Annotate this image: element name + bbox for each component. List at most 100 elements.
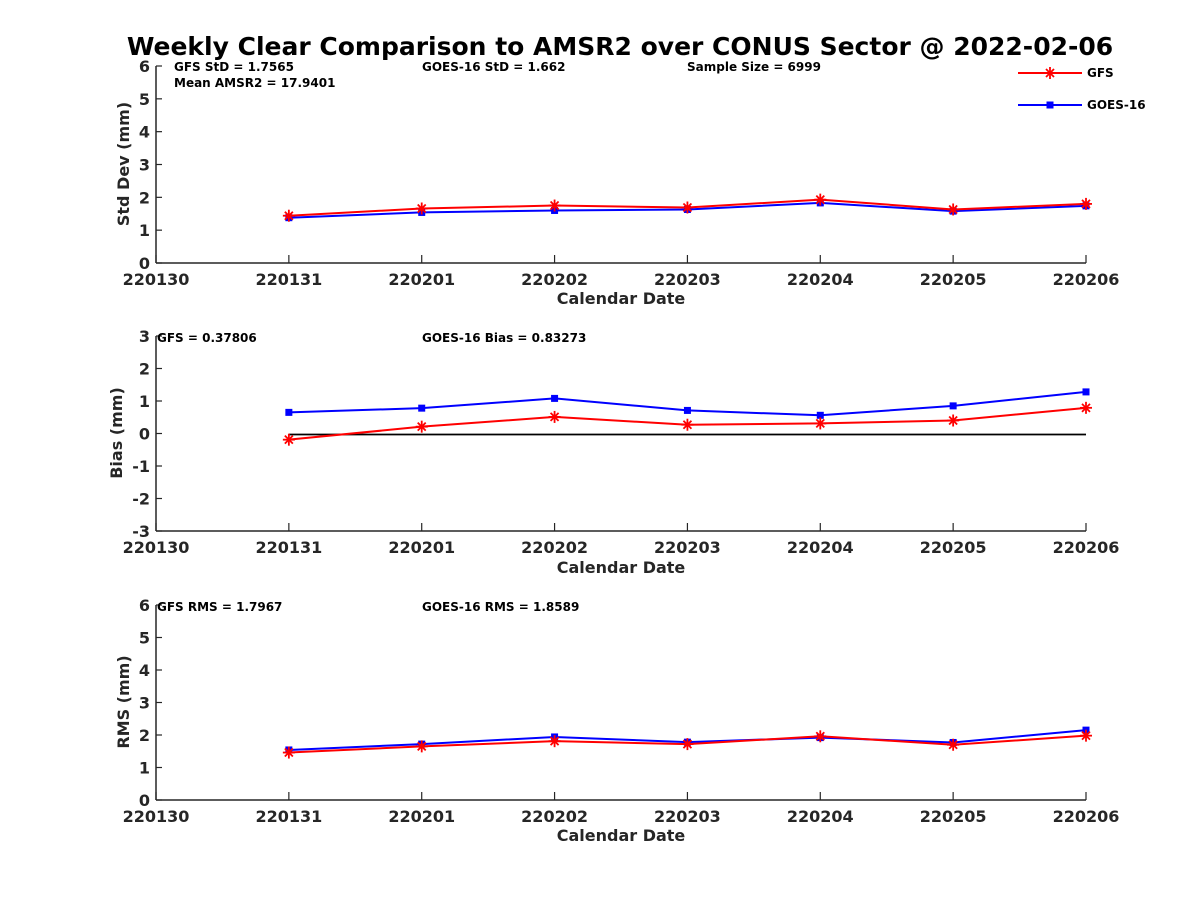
rms-y-label: RMS (mm) [114,655,133,748]
bias-gfs-point [681,418,694,431]
rms-gfs-point [681,738,694,751]
rms-y-tick-label: 6 [139,596,150,615]
bias-x-tick-label: 220205 [920,538,987,557]
bias-gfs-point [548,410,561,423]
goes-std-annotation: GOES-16 StD = 1.662 [422,60,565,74]
bias-y-tick-label: 1 [139,392,150,411]
rms-y-tick-label: 5 [139,629,150,648]
bias-goes-16-point [285,408,293,416]
std-dev-x-tick-label: 220131 [255,270,322,289]
rms-gfs-point [1080,729,1092,742]
std-dev-x-tick-label: 220203 [654,270,721,289]
rms-x-tick-label: 220131 [255,807,322,826]
rms-plot-area [282,726,1092,759]
legend: GFS GOES-16 [1018,66,1146,112]
bias-goes-16-point [418,404,426,412]
bias-x-label: Calendar Date [557,558,686,577]
bias-y-label: Bias (mm) [107,387,126,479]
goes-bias-annotation: GOES-16 Bias = 0.83273 [422,331,586,345]
std-dev-y-tick-label: 5 [139,90,150,109]
std-dev-gfs-point [1080,197,1092,210]
sample-size-annotation: Sample Size = 6999 [687,60,821,74]
legend-goes-label: GOES-16 [1087,98,1146,112]
std-dev-x-tick-label: 220201 [388,270,455,289]
rms-x-tick-label: 220201 [388,807,455,826]
std-dev-y-ticks: 0 1 2 3 4 5 6 [139,57,162,273]
bias-gfs-point [282,433,295,446]
std-dev-gfs-point [415,202,428,215]
bias-plot-area [282,388,1092,446]
legend-gfs-label: GFS [1087,66,1114,80]
rms-gfs-point [282,746,295,759]
bias-y-tick-label: 3 [139,327,150,346]
gfs-std-annotation: GFS StD = 1.7565 [174,60,294,74]
bias-x-tick-label: 220131 [255,538,322,557]
std-dev-x-label: Calendar Date [557,289,686,308]
std-dev-gfs-point [548,199,561,212]
rms-x-label: Calendar Date [557,826,686,845]
bias-x-tick-label: 220202 [521,538,588,557]
legend-goes-marker [1046,101,1054,109]
rms-x-tick-label: 220203 [654,807,721,826]
rms-x-tick-label: 220202 [521,807,588,826]
bias-goes-16-point [949,402,957,410]
bias-goes-16-point [551,394,559,402]
std-dev-y-tick-label: 0 [139,254,150,273]
rms-x-tick-label: 220205 [920,807,987,826]
mean-amsr2-annotation: Mean AMSR2 = 17.9401 [174,76,335,90]
chart-title: Weekly Clear Comparison to AMSR2 over CO… [127,32,1113,61]
bias-gfs-point [814,417,827,430]
std-dev-gfs-point [947,203,960,216]
rms-x-tick-label: 220206 [1053,807,1120,826]
std-dev-gfs-point [814,193,827,206]
gfs-bias-annotation: GFS = 0.37806 [157,331,257,345]
rms-y-ticks: 0 1 2 3 4 5 6 [139,596,162,810]
rms-y-tick-label: 0 [139,791,150,810]
bias-goes-16-point [683,406,691,414]
std-dev-y-tick-label: 1 [139,221,150,240]
rms-x-tick-label: 220130 [123,807,190,826]
rms-y-tick-label: 4 [139,661,150,680]
bias-y-tick-label: -3 [132,522,150,541]
rms-y-tick-label: 1 [139,759,150,778]
gfs-rms-annotation: GFS RMS = 1.7967 [157,600,282,614]
bias-gfs-point [947,414,960,427]
bias-x-tick-label: 220201 [388,538,455,557]
bias-goes-16-point [1082,388,1090,396]
std-dev-y-tick-label: 3 [139,156,150,175]
std-dev-y-tick-label: 4 [139,123,150,142]
bias-x-tick-label: 220206 [1053,538,1120,557]
goes-rms-annotation: GOES-16 RMS = 1.8589 [422,600,579,614]
std-dev-x-tick-label: 220130 [123,270,190,289]
bias-goes-16-point [816,411,824,419]
bias-x-tick-label: 220204 [787,538,854,557]
bias-x-tick-label: 220130 [123,538,190,557]
rms-y-tick-label: 3 [139,694,150,713]
bias-x-tick-label: 220203 [654,538,721,557]
std-dev-y-label: Std Dev (mm) [114,102,133,226]
std-dev-plot-area [282,193,1092,222]
std-dev-x-ticks: 220130 220131 220201 220202 220203 220204 2202… [123,255,1120,289]
bias-y-tick-label: 0 [139,425,150,444]
bias-gfs-point [415,420,428,433]
std-dev-gfs-point [282,209,295,222]
panel-bias: -3 -2 -1 0 1 2 3 220130 220131 220201 220202 22020… [107,327,1119,577]
std-dev-x-tick-label: 220202 [521,270,588,289]
bias-x-ticks: 220130 220131 220201 220202 220203 220204 2202… [123,523,1120,557]
rms-x-tick-label: 220204 [787,807,854,826]
std-dev-x-tick-label: 220206 [1053,270,1120,289]
std-dev-y-tick-label: 2 [139,188,150,207]
std-dev-x-tick-label: 220205 [920,270,987,289]
rms-gfs-point [548,735,561,748]
bias-y-ticks: -3 -2 -1 0 1 2 3 [132,327,162,541]
std-dev-x-tick-label: 220204 [787,270,854,289]
bias-gfs-point [1080,401,1092,414]
bias-y-tick-label: 2 [139,360,150,379]
rms-x-ticks: 220130 220131 220201 220202 220203 220204 2202… [123,792,1120,826]
std-dev-gfs-point [681,201,694,214]
rms-gfs-point [814,730,827,743]
legend-gfs-marker [1044,67,1056,79]
